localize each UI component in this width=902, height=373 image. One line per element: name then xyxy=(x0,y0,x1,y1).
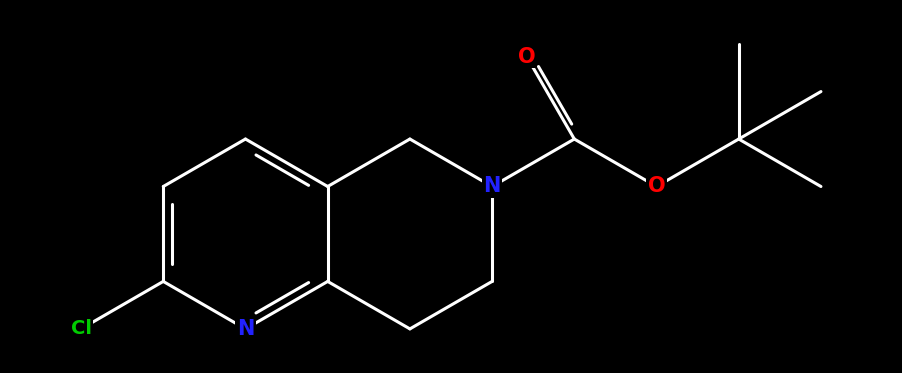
Text: N: N xyxy=(237,319,254,339)
Text: O: O xyxy=(648,176,666,197)
Text: Cl: Cl xyxy=(70,319,91,338)
Text: O: O xyxy=(518,47,536,67)
Text: N: N xyxy=(483,176,501,197)
